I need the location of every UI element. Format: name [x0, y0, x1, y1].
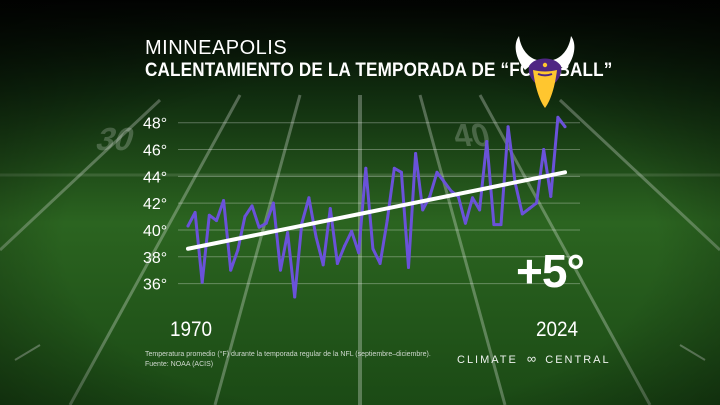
data-point	[442, 180, 446, 184]
y-tick-label: 36°	[143, 277, 167, 294]
city-name: MINNEAPOLIS	[145, 37, 288, 59]
data-point	[207, 213, 211, 217]
x-axis-start-label: 1970	[170, 318, 213, 341]
data-point	[542, 148, 546, 152]
data-point	[264, 221, 268, 225]
data-point	[506, 125, 510, 129]
data-point	[307, 196, 311, 200]
y-tick-label: 48°	[143, 116, 167, 133]
data-point	[392, 166, 396, 170]
data-point	[378, 261, 382, 265]
data-point	[357, 251, 361, 255]
data-point	[335, 261, 339, 265]
trend-line	[186, 170, 567, 251]
data-point	[342, 244, 346, 248]
data-point	[222, 198, 226, 202]
data-point	[549, 194, 553, 198]
climate-central-logo: CLIMATE ∞ CENTRAL	[457, 351, 611, 366]
data-point	[186, 224, 190, 228]
infinity-icon: ∞	[526, 351, 537, 366]
data-point	[278, 268, 282, 272]
data-point	[371, 247, 375, 251]
data-point	[421, 208, 425, 212]
data-point	[200, 280, 204, 284]
y-tick-labels: 36° 38° 40° 42° 44° 46° 48°	[143, 116, 167, 294]
data-point	[328, 207, 332, 211]
data-point	[193, 211, 197, 215]
data-point	[463, 221, 467, 225]
data-point	[229, 268, 233, 272]
x-axis-end-label: 2024	[536, 318, 579, 341]
y-tick-label: 42°	[143, 196, 167, 213]
data-point	[520, 212, 524, 216]
y-tick-label: 46°	[143, 143, 167, 160]
data-point	[527, 207, 531, 211]
data-point	[535, 201, 539, 205]
data-point	[414, 152, 418, 156]
data-point	[250, 204, 254, 208]
data-point	[271, 201, 275, 205]
data-point	[364, 166, 368, 170]
page-title: CALENTAMIENTO DE LA TEMPORADA DE “FOOTBA…	[145, 60, 613, 81]
data-point	[314, 235, 318, 239]
data-point	[478, 208, 482, 212]
temperature-change-label: +5°	[516, 245, 585, 297]
data-point	[435, 170, 439, 174]
data-point	[399, 170, 403, 174]
data-point	[286, 231, 290, 235]
data-point	[471, 196, 475, 200]
data-point	[485, 139, 489, 143]
data-point	[428, 194, 432, 198]
brand-word-2: CENTRAL	[545, 354, 611, 366]
data-point	[492, 223, 496, 227]
y-tick-label: 38°	[143, 250, 167, 267]
data-point	[563, 125, 567, 129]
series-line	[186, 115, 567, 299]
source-note: Fuente: NOAA (ACIS)	[145, 361, 214, 368]
data-point	[499, 223, 503, 227]
y-tick-label: 44°	[143, 169, 167, 186]
data-point	[407, 266, 411, 270]
data-point	[449, 189, 453, 193]
brand-word-1: CLIMATE	[457, 354, 518, 366]
data-point	[236, 248, 240, 252]
series-points	[186, 115, 567, 299]
footnote: Temperatura promedio (°F) durante la tem…	[145, 351, 431, 358]
data-point	[257, 225, 261, 229]
data-point	[350, 229, 354, 233]
y-tick-label: 40°	[143, 223, 167, 240]
data-point	[385, 219, 389, 223]
data-point	[321, 263, 325, 267]
data-point	[556, 115, 560, 119]
vikings-logo	[515, 36, 575, 108]
data-point	[243, 215, 247, 219]
data-point	[293, 295, 297, 299]
data-point	[214, 219, 218, 223]
